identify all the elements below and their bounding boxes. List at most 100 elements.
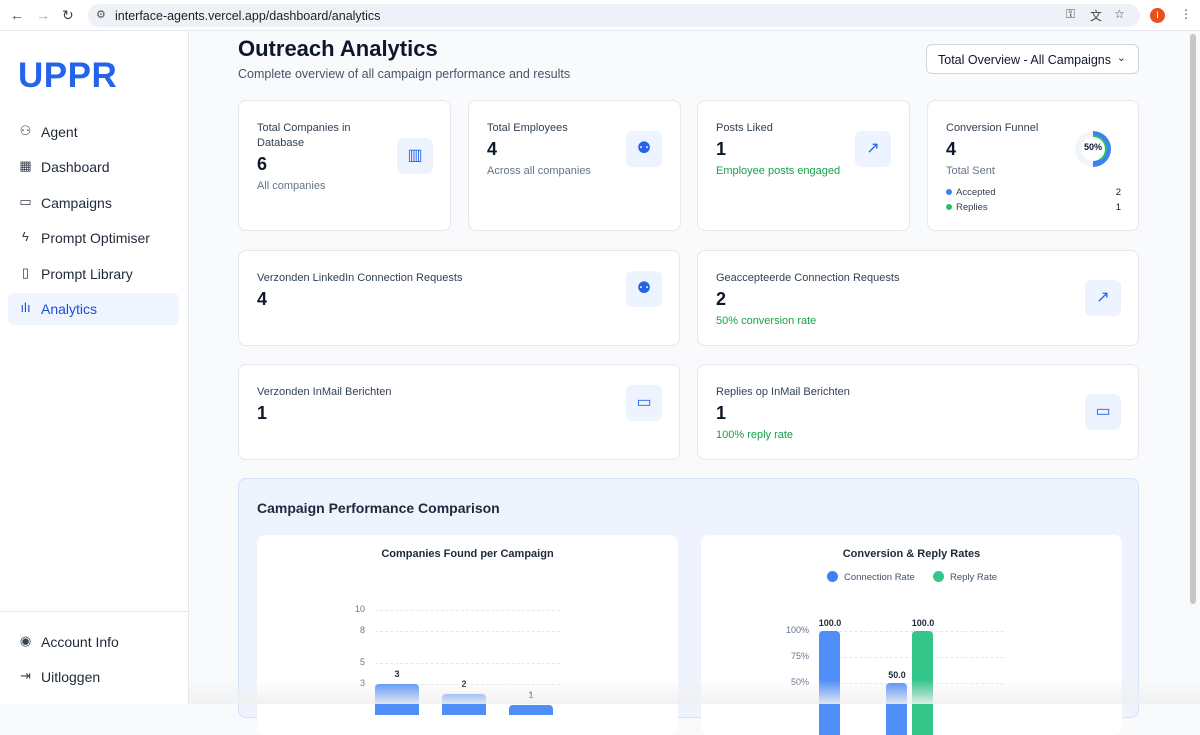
key-icon[interactable]: ⚿ bbox=[1066, 7, 1076, 21]
gridline bbox=[375, 662, 560, 664]
site-settings-icon[interactable]: ⚙ bbox=[96, 9, 106, 21]
stat-value: 1 bbox=[716, 139, 727, 159]
legend-label: Accepted bbox=[956, 187, 996, 198]
bar-value-label: 3 bbox=[394, 668, 400, 679]
message-icon: ▭ bbox=[19, 194, 32, 209]
stat-label: Verzonden LinkedIn Connection Requests bbox=[257, 272, 463, 284]
stat-value: 1 bbox=[257, 403, 268, 423]
stat-label: Conversion Funnel bbox=[946, 122, 1039, 134]
browser-toolbar: ← → ↻ ⚙ interface-agents.vercel.app/dashb… bbox=[0, 0, 1200, 31]
chevron-down-icon: ⌄ bbox=[1116, 52, 1126, 64]
legend-label: Connection Rate bbox=[844, 572, 915, 583]
profile-avatar[interactable]: I bbox=[1150, 8, 1165, 23]
chart-title: Companies Found per Campaign bbox=[381, 548, 554, 560]
logo: UPPR bbox=[18, 56, 118, 95]
sidebar-item-label: Campaigns bbox=[41, 195, 112, 211]
address-bar[interactable]: ⚙ interface-agents.vercel.app/dashboard/a… bbox=[88, 4, 1140, 27]
trending-up-icon: ↗ bbox=[855, 131, 891, 167]
gridline bbox=[375, 631, 560, 632]
sidebar-item-label: Account Info bbox=[41, 634, 119, 650]
stat-card-accepted-requests: Geaccepteerde Connection Requests 2 50% … bbox=[697, 250, 1139, 346]
y-tick-label: 75% bbox=[790, 651, 809, 661]
y-tick-label: 8 bbox=[359, 625, 365, 635]
message-icon: ▭ bbox=[626, 385, 662, 421]
gridline bbox=[819, 657, 1004, 658]
sidebar-item-analytics[interactable]: ılı Analytics bbox=[8, 293, 179, 325]
stat-value: 4 bbox=[257, 289, 268, 309]
menu-icon[interactable]: ⋮ bbox=[1180, 7, 1192, 21]
stat-card-inmail-replies: Replies op InMail Berichten 1 100% reply… bbox=[697, 364, 1139, 460]
stat-label: Replies op InMail Berichten bbox=[716, 386, 850, 398]
stat-label: Verzonden InMail Berichten bbox=[257, 386, 392, 398]
bar-value-label: 50.0 bbox=[888, 670, 906, 680]
sidebar-item-label: Prompt Library bbox=[41, 266, 133, 282]
stat-value: 4 bbox=[487, 139, 498, 159]
gridline bbox=[375, 610, 560, 611]
legend-connection-rate: Connection Rate bbox=[827, 571, 915, 583]
stat-card-posts-liked: Posts Liked 1 Employee posts engaged ↗ bbox=[697, 100, 910, 231]
sidebar-footer: ◉ Account Info ⇥ Uitloggen bbox=[0, 611, 188, 685]
sidebar-item-agent[interactable]: ⚇ Agent bbox=[8, 116, 179, 148]
bar bbox=[509, 704, 553, 715]
sidebar: UPPR ⚇ Agent ▦ Dashboard ▭ Campaigns ϟ Promp… bbox=[0, 31, 189, 704]
legend-accepted: Accepted 2 bbox=[946, 187, 1121, 198]
forward-icon[interactable]: → bbox=[36, 7, 50, 23]
stat-card-employees: Total Employees 4 Across all companies ⚉ bbox=[468, 100, 681, 231]
sidebar-item-campaigns[interactable]: ▭ Campaigns bbox=[8, 187, 179, 219]
stat-label: Geaccepteerde Connection Requests bbox=[716, 272, 900, 284]
chart-title: Conversion & Reply Rates bbox=[842, 548, 981, 560]
stat-value: 2 bbox=[716, 289, 727, 309]
star-icon[interactable]: ☆ bbox=[1114, 7, 1125, 21]
sidebar-item-logout[interactable]: ⇥ Uitloggen bbox=[8, 661, 179, 693]
grid-icon: ▦ bbox=[19, 158, 32, 173]
legend-value: 1 bbox=[1115, 202, 1121, 213]
legend-replies: Replies 1 bbox=[946, 202, 1121, 213]
logout-icon: ⇥ bbox=[20, 668, 31, 683]
legend-label: Reply Rate bbox=[950, 572, 997, 583]
building-icon: ▥ bbox=[397, 138, 433, 174]
sidebar-item-label: Dashboard bbox=[41, 159, 110, 175]
stat-label: Total Companies in Database bbox=[257, 122, 351, 149]
sidebar-item-label: Prompt Optimiser bbox=[41, 230, 150, 246]
stat-value: 4 bbox=[946, 139, 957, 159]
stat-value: 1 bbox=[716, 403, 727, 423]
stat-note: 100% reply rate bbox=[716, 429, 794, 441]
sidebar-item-label: Agent bbox=[41, 124, 78, 140]
bar-chart-icon: ılı bbox=[20, 300, 31, 315]
reload-icon[interactable]: ↻ bbox=[62, 7, 74, 23]
stat-value: 6 bbox=[257, 154, 268, 174]
stat-label: Posts Liked bbox=[716, 122, 773, 134]
sidebar-item-account-info[interactable]: ◉ Account Info bbox=[8, 626, 179, 658]
stat-note: 50% conversion rate bbox=[716, 315, 817, 327]
gridline bbox=[819, 631, 1004, 632]
stat-card-conversion-funnel: Conversion Funnel 4 Total Sent 50% Accep… bbox=[927, 100, 1139, 231]
sidebar-item-dashboard[interactable]: ▦ Dashboard bbox=[8, 151, 179, 183]
stat-note: Total Sent bbox=[946, 165, 995, 177]
stat-card-inmail-sent: Verzonden InMail Berichten 1 ▭ bbox=[238, 364, 680, 460]
translate-icon[interactable]: 文 bbox=[1090, 9, 1103, 23]
stat-note: All companies bbox=[257, 180, 326, 192]
bar-value-label: 100.0 bbox=[911, 618, 935, 628]
book-icon: ▯ bbox=[21, 265, 30, 280]
rates-chart: Conversion & Reply Rates Connection Rate… bbox=[701, 535, 1122, 735]
trending-up-icon: ↗ bbox=[1085, 280, 1121, 316]
bot-icon: ⚇ bbox=[19, 123, 32, 138]
back-icon[interactable]: ← bbox=[10, 7, 24, 23]
scrollbar[interactable] bbox=[1190, 34, 1196, 604]
zap-icon: ϟ bbox=[22, 229, 29, 244]
user-circle-icon: ◉ bbox=[19, 633, 32, 648]
sidebar-item-label: Uitloggen bbox=[41, 669, 101, 685]
stat-note: Employee posts engaged bbox=[716, 165, 841, 177]
users-icon: ⚉ bbox=[626, 131, 662, 167]
y-tick-label: 100% bbox=[785, 625, 809, 635]
legend-reply-rate: Reply Rate bbox=[933, 571, 997, 583]
campaign-select[interactable]: Total Overview - All Campaigns ⌄ bbox=[926, 44, 1139, 74]
sidebar-item-label: Analytics bbox=[41, 301, 98, 317]
funnel-donut: 50% bbox=[1075, 131, 1111, 167]
legend-label: Replies bbox=[956, 202, 988, 213]
sidebar-item-prompt-optimiser[interactable]: ϟ Prompt Optimiser bbox=[8, 222, 179, 254]
section-title: Campaign Performance Comparison bbox=[257, 500, 500, 516]
page-title: Outreach Analytics bbox=[238, 36, 438, 61]
sidebar-item-prompt-library[interactable]: ▯ Prompt Library bbox=[8, 258, 179, 290]
companies-chart: Companies Found per Campaign 10853321 bbox=[257, 535, 678, 735]
